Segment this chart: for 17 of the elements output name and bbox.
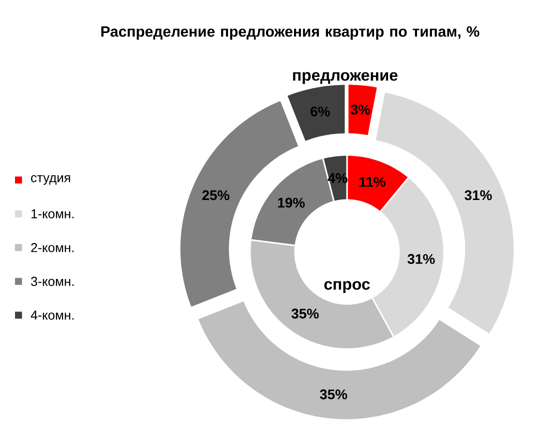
legend-label: 4-комн.	[30, 310, 74, 320]
legend-label: 1-комн.	[32, 209, 74, 218]
slice-label: предложение	[293, 72, 398, 84]
slice-label: спрос	[324, 281, 370, 293]
data-label: 19%	[278, 198, 305, 208]
data-label: 31%	[464, 190, 492, 200]
chart-title: Распределение предложения квартир по типам, %	[101, 26, 480, 40]
legend-label: 2-комн.	[31, 243, 74, 252]
data-label: 3%	[350, 104, 370, 115]
data-label: 6%	[310, 106, 330, 116]
legend-label: студия	[31, 175, 70, 185]
data-label: 31%	[408, 254, 435, 264]
legend-label: 3-комн.	[31, 276, 74, 286]
data-label: 35%	[320, 389, 348, 400]
data-label: 35%	[291, 308, 319, 319]
data-label: 11%	[360, 176, 386, 187]
data-label: 25%	[202, 190, 230, 200]
